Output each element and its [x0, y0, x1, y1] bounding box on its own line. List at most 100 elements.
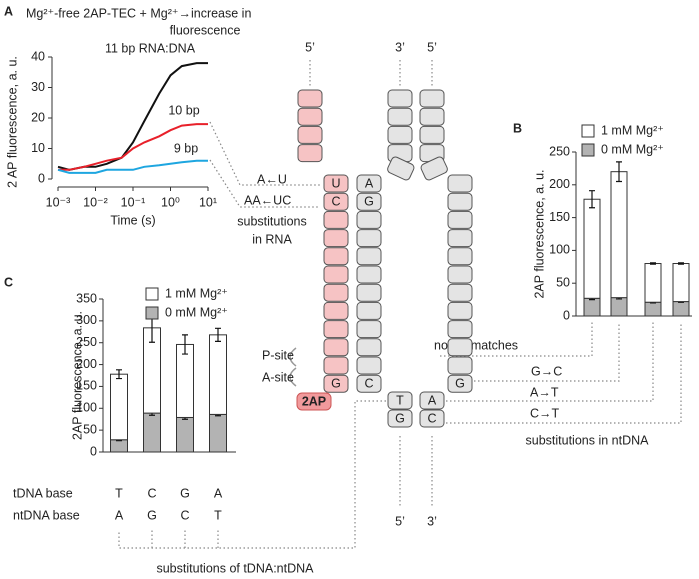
nucleotide-box [447, 210, 473, 229]
bar-segment [110, 373, 128, 441]
nucleotide-box [447, 301, 473, 320]
nucleotide-box [447, 374, 473, 393]
category-label: C [147, 486, 156, 500]
nucleotide [323, 320, 349, 339]
nucleotide-box [356, 265, 382, 284]
nucleotide [323, 265, 349, 284]
nucleotide: C [323, 192, 349, 211]
y-tick-label: 40 [31, 49, 45, 63]
y-tick-label: 0 [563, 308, 570, 322]
nucleotide-box [447, 338, 473, 357]
nucleotide-box [447, 174, 473, 193]
y-tick-label: 10 [31, 141, 45, 155]
nucleotide-box [356, 301, 382, 320]
nucleotide-box [447, 283, 473, 302]
y-tick-label: 350 [76, 291, 97, 305]
nucleotide [323, 247, 349, 266]
nucleotide-box [387, 89, 413, 108]
x-tick-label: 10⁻³ [46, 195, 71, 209]
panel-label: C [4, 275, 13, 289]
nucleotide-box [356, 210, 382, 229]
error-bar-line [116, 369, 122, 380]
y-tick-label: 20 [31, 110, 45, 124]
y-tick-label: 30 [31, 80, 45, 94]
nucleotide-box [356, 229, 382, 248]
base-label: A [365, 176, 374, 190]
nucleotide [356, 229, 382, 248]
nucleotide [323, 301, 349, 320]
error-bar [116, 369, 122, 380]
base-label: C [427, 411, 436, 425]
nucleotide [297, 125, 323, 144]
nucleotide-box [387, 107, 413, 126]
series-label: 10 bp [168, 103, 199, 117]
bar-segment [176, 416, 194, 453]
nucleotide [356, 301, 382, 320]
nucleotide: G [323, 374, 349, 393]
category-label: no mismatches [434, 338, 518, 352]
category-label: A [214, 486, 223, 500]
nucleotide-box [356, 174, 382, 193]
nucleotide-box [297, 125, 323, 144]
nucleotide-box [356, 374, 382, 393]
category-label: G [180, 486, 190, 500]
nucleotide-box [419, 125, 445, 144]
nucleotide-box [323, 265, 349, 284]
legend-label: 1 mM Mg²⁺ [165, 286, 228, 300]
nucleotide [356, 210, 382, 229]
nucleotide [419, 89, 445, 108]
caption: substitutions in ntDNA [526, 433, 650, 447]
leader [209, 159, 320, 208]
nucleotide [447, 265, 473, 284]
site-bracket [289, 347, 297, 387]
site-label: P-site [262, 348, 294, 362]
base-label: G [364, 194, 374, 208]
nucleotide [356, 356, 382, 375]
x-tick-label: 10¹ [199, 195, 217, 209]
error-bar-line [182, 334, 188, 355]
series-label: 9 bp [174, 141, 198, 155]
row-label: tDNA base [13, 486, 73, 500]
nucleotide-box [419, 89, 445, 108]
nucleotide-box [323, 374, 349, 393]
nucleotide-box [356, 247, 382, 266]
y-tick-label: 200 [549, 177, 570, 191]
nucleotide-box [297, 107, 323, 126]
base-label: G [455, 376, 465, 390]
nucleotide-box [323, 338, 349, 357]
legend-label: 0 mM Mg²⁺ [165, 305, 228, 319]
category-label: A [115, 508, 124, 522]
nucleotide: T [387, 391, 413, 410]
nucleotide: G [356, 192, 382, 211]
category-label: C→T [530, 406, 560, 420]
nucleotide-box [447, 229, 473, 248]
site-label: A-site [262, 370, 294, 384]
nucleotide [420, 156, 448, 181]
nucleotide [297, 144, 323, 163]
rna-caption: substitutions [237, 214, 306, 228]
y-tick-label: 0 [38, 171, 45, 185]
x-tick-label: 10⁻¹ [121, 195, 146, 209]
y-axis-label: 2AP fluorescence, a. u. [532, 169, 546, 298]
nucleotide-box [323, 320, 349, 339]
header: fluorescence [170, 23, 241, 37]
category-label: C [180, 508, 189, 522]
nucleotide [419, 125, 445, 144]
nucleotide-box [356, 192, 382, 211]
nucleotide-box [323, 210, 349, 229]
y-tick-label: 0 [90, 444, 97, 458]
nucleotide-box [297, 89, 323, 108]
bar-segment [209, 413, 227, 453]
nucleotide [356, 283, 382, 302]
strand-end: 3’ [427, 514, 437, 528]
series-line [57, 159, 208, 174]
bar-segment [583, 198, 601, 299]
nucleotide-box [447, 192, 473, 211]
nucleotide-box [297, 144, 323, 163]
nucleotide [323, 210, 349, 229]
strand-end: 5’ [395, 514, 405, 528]
bar-segment [110, 439, 128, 453]
y-tick-label: 100 [76, 401, 97, 415]
rna-caption: in RNA [252, 232, 292, 246]
category-label: T [115, 486, 123, 500]
